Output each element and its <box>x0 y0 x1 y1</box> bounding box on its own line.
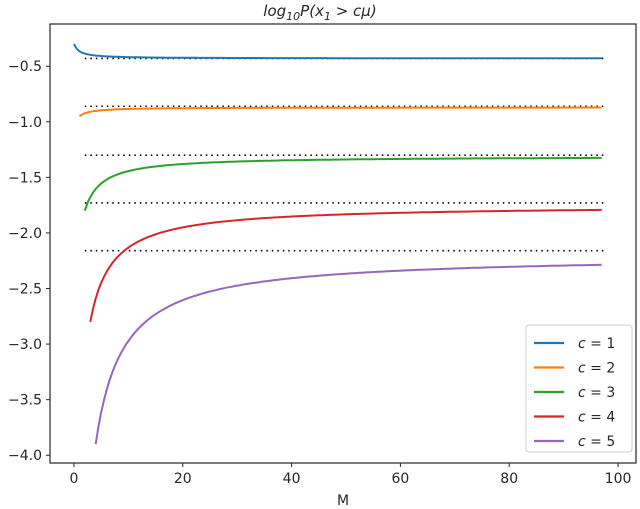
legend-label-c2: c = 2 <box>578 361 615 377</box>
axes-frame <box>49 23 637 464</box>
x-tick-label: 60 <box>391 471 409 487</box>
legend-label-c3: c = 3 <box>578 385 615 401</box>
x-tick-label: 100 <box>605 471 632 487</box>
chart-title: log10P(x1 > cμ) <box>263 2 376 23</box>
y-axis: −0.5 −1.0 −1.5 −2.0 −2.5 −3.0 −3.5 −4.0 <box>8 59 50 464</box>
y-tick-label: −4.0 <box>8 448 42 464</box>
y-tick-label: −3.0 <box>8 337 42 353</box>
y-tick-label: −2.5 <box>8 282 42 298</box>
reference-lines <box>84 57 608 252</box>
series-line-c5 <box>94 263 602 445</box>
x-tick-label: 80 <box>500 471 518 487</box>
series-line-c2 <box>78 106 602 118</box>
x-axis-label: M <box>337 493 349 509</box>
legend: c = 1 c = 2 c = 3 c = 4 c = 5 <box>525 324 633 453</box>
y-tick-label: −3.5 <box>8 393 42 409</box>
title-text: log10P(x1 > cμ) <box>263 2 376 23</box>
x-axis: 0 20 40 60 80 100 <box>69 463 631 487</box>
legend-label-c4: c = 4 <box>578 410 615 426</box>
y-tick-label: −1.0 <box>8 115 42 131</box>
legend-label-c5: c = 5 <box>578 434 615 450</box>
series-lines <box>73 43 602 445</box>
x-tick-label: 20 <box>174 471 192 487</box>
y-tick-label: −2.0 <box>8 226 42 242</box>
y-tick-label: −1.5 <box>8 170 42 186</box>
y-tick-label: −0.5 <box>8 59 42 75</box>
x-tick-label: 40 <box>283 471 301 487</box>
legend-label-c1: c = 1 <box>578 336 615 352</box>
x-tick-label: 0 <box>69 471 78 487</box>
series-line-c4 <box>89 208 602 323</box>
series-line-c3 <box>83 156 602 212</box>
series-line-c1 <box>73 43 602 60</box>
legend-box <box>525 324 633 453</box>
